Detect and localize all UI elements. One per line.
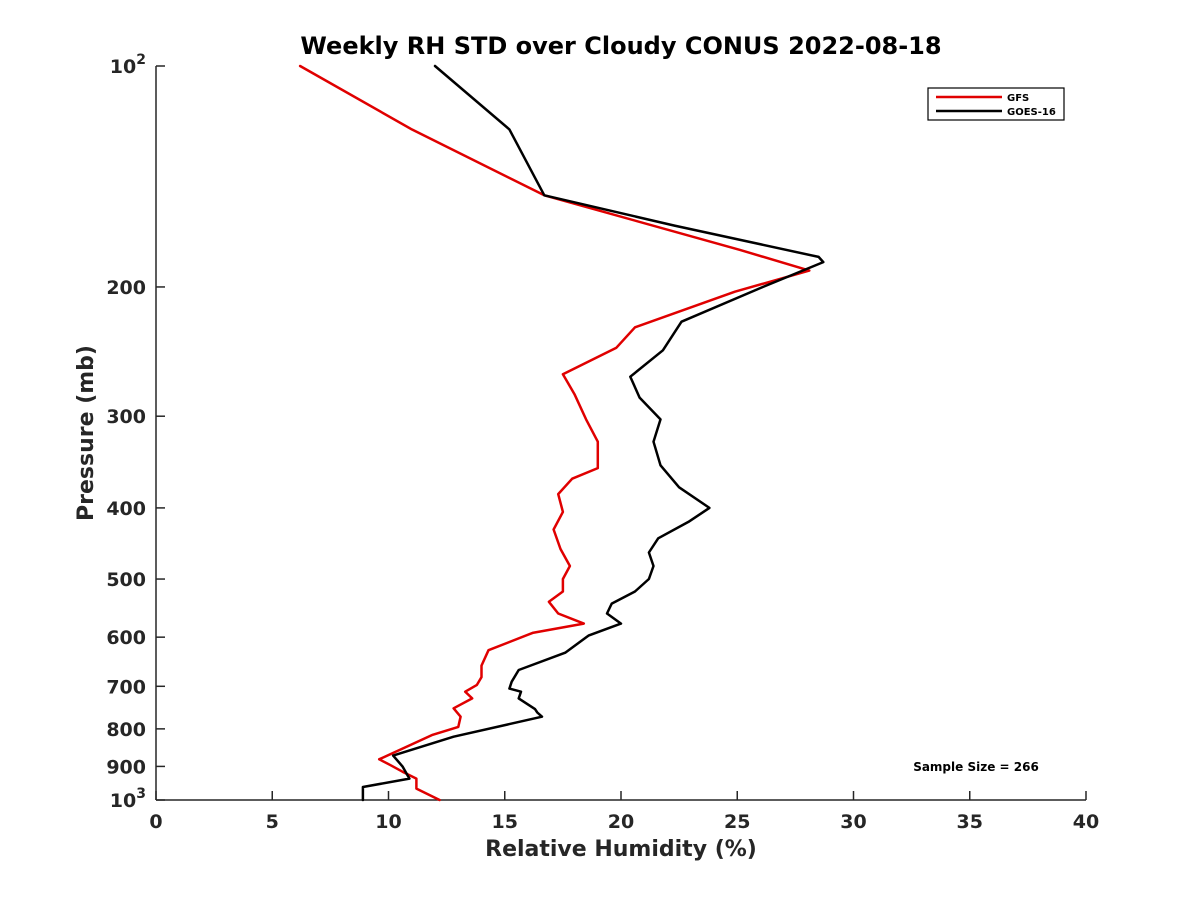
x-axis-label: Relative Humidity (%) [485, 837, 757, 862]
series-layer [298, 64, 825, 802]
sample-size-annotation: Sample Size = 266 [913, 760, 1039, 774]
x-tick-label-30: 30 [840, 811, 866, 833]
legend-box [927, 87, 1065, 121]
y-tick-label-700: 700 [106, 676, 146, 698]
legend-label-gfs: GFS [1007, 93, 1029, 104]
y-ticks: 102 200 300 400 500 600 700 800 900 103 [106, 52, 165, 812]
y-tick-label-800: 800 [106, 719, 146, 741]
x-tick-label-35: 35 [957, 811, 983, 833]
y-tick-label-600: 600 [106, 627, 146, 649]
y-tick-label-100: 102 [110, 52, 146, 78]
y-axis-label: Pressure (mb) [74, 345, 99, 521]
legend: GFS GOES-16 [927, 87, 1065, 121]
x-tick-label-0: 0 [149, 811, 162, 833]
x-tick-label-5: 5 [266, 811, 279, 833]
x-tick-label-15: 15 [492, 811, 518, 833]
chart-title: Weekly RH STD over Cloudy CONUS 2022-08-… [300, 32, 941, 60]
x-tick-label-40: 40 [1073, 811, 1099, 833]
x-tick-label-25: 25 [724, 811, 750, 833]
y-tick-label-200: 200 [106, 277, 146, 299]
legend-label-goes-16: GOES-16 [1007, 107, 1056, 118]
x-tick-label-10: 10 [375, 811, 401, 833]
x-ticks: 0 5 10 15 20 25 30 35 40 [149, 791, 1099, 833]
y-tick-label-300: 300 [106, 406, 146, 428]
y-tick-label-1000: 103 [110, 786, 146, 812]
y-tick-label-500: 500 [106, 569, 146, 591]
y-tick-label-900: 900 [106, 756, 146, 778]
x-tick-label-20: 20 [608, 811, 634, 833]
series-line-goes-16 [361, 64, 825, 802]
y-tick-label-400: 400 [106, 498, 146, 520]
series-line-gfs [298, 64, 811, 802]
